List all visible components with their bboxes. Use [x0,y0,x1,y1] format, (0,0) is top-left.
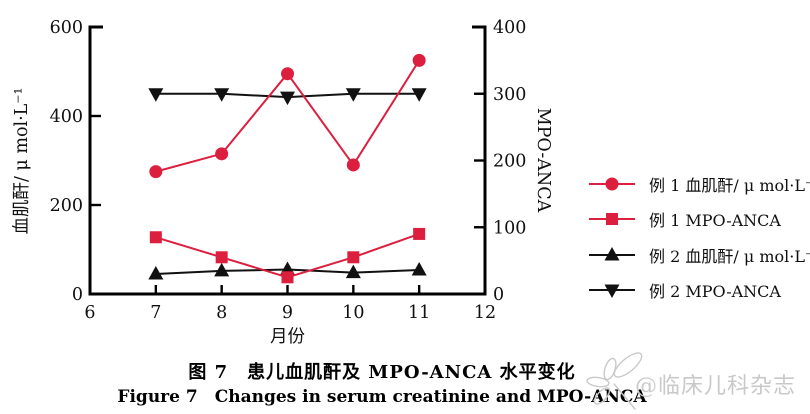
data-point-triangle-down-marker [214,88,230,102]
data-point-triangle-down-marker [345,88,361,102]
figure-caption: 图 7 患儿血肌酐及 MPO-ANCA 水平变化 Figure 7 Change… [0,358,764,407]
data-point-triangle-up-marker [411,261,427,276]
legend-label: 例 2 血肌酐/ μ mol·L⁻¹ [649,246,810,266]
right-axis-tick-label: 0 [493,285,504,305]
legend-triangle-up-marker [604,246,620,261]
journal-watermark: @临床儿科杂志 [583,344,810,414]
chart-legend: 例 1 血肌酐/ μ mol·L⁻¹ 例 1 MPO-ANCA 例 2 血肌酐/ μ… [588,166,810,308]
left-axis-tick-label: 200 [50,196,83,216]
data-point-square-marker [149,231,162,244]
data-point-circle-marker [281,67,294,81]
data-point-square-marker [413,227,426,240]
legend-triangle-up-icon [589,246,635,261]
caption-chinese: 图 7 患儿血肌酐及 MPO-ANCA 水平变化 [188,362,576,383]
left-axis-tick-label: 600 [50,18,83,38]
legend-square-icon [589,213,635,226]
x-axis-tick-label: 12 [474,303,496,323]
legend-label: 例 1 MPO-ANCA [649,211,781,231]
data-point-circle-marker [215,147,229,161]
legend-item: 例 1 血肌酐/ μ mol·L⁻¹ [588,166,810,202]
data-point-triangle-down-marker [148,88,164,102]
x-axis-tick-label: 9 [282,303,293,323]
legend-circle-icon [589,177,635,191]
data-point-triangle-up-marker [345,264,361,279]
legend-item: 例 1 MPO-ANCA [588,202,810,238]
data-point-triangle-down-marker [411,88,427,102]
x-axis-tick-label: 7 [150,303,161,323]
data-point-square-marker [281,271,294,284]
data-point-triangle-up-marker [148,265,164,280]
legend-triangle-down-marker [604,284,620,299]
data-point-circle-marker [149,165,163,179]
data-point-square-marker [215,251,228,264]
data-point-circle-marker [346,158,360,172]
legend-label: 例 2 MPO-ANCA [649,282,781,302]
right-axis-tick-label: 400 [493,18,526,38]
x-axis-title: 月份 [270,327,305,347]
chart-plot-area: 0 200 400 600 0 100 200 300 400 6 7 8 9 10 11 12 血肌酐/ μ … [12,18,553,347]
data-point-square-marker [347,251,360,264]
data-point-triangle-down-marker [280,91,295,106]
caption-english: Figure 7 Changes in serum creatinine and… [117,387,647,407]
data-point-circle-marker [412,53,426,67]
right-axis-tick-label: 100 [493,218,526,238]
left-axis-tick-label: 400 [50,107,83,127]
right-axis-tick-label: 200 [493,152,526,172]
left-axis-title: 血肌酐/ μ mol·L⁻¹ [12,87,32,234]
legend-item: 例 2 MPO-ANCA [588,273,810,309]
data-point-triangle-up-marker [214,262,230,277]
legend-item: 例 2 血肌酐/ μ mol·L⁻¹ [588,237,810,273]
x-axis-tick-label: 8 [216,303,227,323]
right-axis-tick-label: 300 [493,85,526,105]
x-axis-tick-label: 11 [408,303,430,323]
legend-square-marker [606,213,618,226]
legend-circle-marker [605,177,619,191]
right-axis-title: MPO-ANCA [533,108,553,213]
left-axis-tick-label: 0 [72,285,83,305]
legend-triangle-down-icon [589,284,635,299]
flower-icon [586,352,643,410]
x-axis-tick-label: 10 [342,303,364,323]
legend-label: 例 1 血肌酐/ μ mol·L⁻¹ [649,175,810,195]
watermark-text: @临床儿科杂志 [635,374,797,399]
x-axis-tick-label: 6 [84,303,95,323]
